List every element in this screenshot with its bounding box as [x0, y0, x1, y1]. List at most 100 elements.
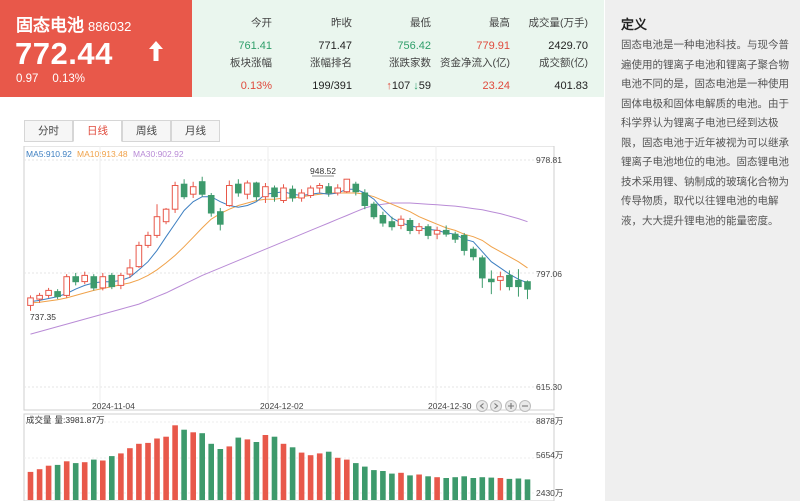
candle [171, 185, 179, 210]
volume-bar [36, 469, 43, 500]
scroll-right-button[interactable] [490, 400, 502, 412]
candle [415, 226, 423, 231]
stock-header: 固态电池 886032 772.44 0.97 0.13% [0, 0, 192, 97]
candle [325, 186, 332, 194]
kline-chart: MA5:910.92 MA10:913.48 MA30:902.92 978.8… [23, 146, 563, 501]
stat-net-inflow: 资金净流入(亿) 23.24 [410, 55, 510, 92]
volume-bar [54, 464, 61, 500]
stat-value: 23.24 [482, 80, 510, 92]
volume-bar [190, 432, 196, 500]
volume-bar [91, 459, 97, 500]
candle [451, 233, 459, 240]
zoom-out-button[interactable] [519, 400, 531, 412]
stock-title: 固态电池 886032 [16, 11, 131, 36]
tab-daily[interactable]: 日线 [73, 120, 122, 142]
volume-bar [488, 477, 495, 500]
candle [36, 294, 43, 300]
volume-bar [226, 446, 233, 500]
volume-bar [100, 460, 106, 500]
stat-volume: 成交量(万手) 2429.70 [488, 15, 589, 52]
stock-price: 772.44 [15, 36, 113, 71]
volume-last: 量:3981.87万 [55, 415, 105, 425]
candle [488, 278, 495, 283]
candle [334, 187, 341, 194]
stat-value: 2429.70 [548, 40, 588, 52]
candle [144, 234, 152, 246]
volume-bar [253, 442, 260, 500]
candle [63, 276, 71, 296]
candle [217, 211, 224, 225]
volume-bar [479, 477, 486, 500]
candle [180, 183, 188, 198]
down-arrow-icon: ↓ [413, 80, 419, 92]
volume-bar [443, 478, 449, 500]
volume-bar [515, 478, 522, 500]
low-annotation: 737.35 [30, 312, 56, 322]
candle [515, 279, 522, 288]
scroll-left-button[interactable] [476, 400, 488, 412]
candle [470, 248, 477, 258]
plus-icon [508, 403, 514, 409]
chevron-left-icon [479, 403, 484, 409]
volume-bar [262, 435, 269, 500]
volume-bar [244, 439, 251, 500]
candle [117, 274, 125, 286]
volume-bar [353, 463, 359, 500]
candle [244, 182, 251, 195]
candle [262, 186, 269, 198]
tab-weekly[interactable]: 周线 [122, 120, 171, 142]
stat-value: 199/391 [312, 80, 352, 92]
candles [27, 176, 531, 311]
stats-panel: 今开 761.41 昨收 771.47 最低 756.42 最高 779.91 … [192, 0, 604, 97]
volume-bar [461, 476, 467, 500]
candle [126, 267, 134, 275]
up-arrow-icon: ↑ [386, 80, 392, 92]
candle [370, 203, 378, 218]
stat-prev-close: 昨收 771.47 [252, 15, 352, 52]
volume-bar [524, 479, 531, 500]
x-tick-label: 2024-11-04 [92, 401, 135, 411]
zoom-in-button[interactable] [505, 400, 517, 412]
candle [316, 185, 323, 189]
volume-legend: 成交量 量:3981.87万 [26, 415, 105, 425]
stat-label: 涨幅排名 [310, 57, 352, 69]
candle [99, 276, 107, 289]
stat-label: 板块涨幅 [230, 57, 272, 69]
volume-bar [497, 478, 504, 500]
volume-bar [235, 437, 242, 500]
stat-value: 0.13% [240, 80, 272, 92]
definition-panel: 定义 固态电池是一种电池科技。与现今普遍使用的锂离子电池和锂离子聚合物电池不同的… [605, 0, 800, 501]
candle [45, 289, 52, 296]
candle [352, 183, 360, 193]
volume-tick-label: 5654万 [536, 450, 563, 460]
tab-monthly[interactable]: 月线 [171, 120, 220, 142]
tab-intraday[interactable]: 分时 [24, 120, 73, 142]
candle [379, 215, 387, 224]
candle [253, 182, 260, 198]
candle [424, 226, 432, 236]
volume-bar [362, 466, 368, 500]
volume-tick-label: 2430万 [536, 488, 563, 498]
candle [506, 274, 513, 288]
volume-bar [316, 453, 323, 500]
volume-tick-label: 8878万 [536, 416, 563, 426]
volume-bar [470, 478, 477, 500]
volume-bar [425, 476, 431, 500]
high-annotation: 948.52 [310, 166, 336, 176]
stat-value: 779.91 [476, 40, 510, 52]
stat-label: 最低 [410, 17, 431, 29]
volume-bar [289, 447, 296, 500]
volume-bar [145, 442, 151, 500]
volume-bar [389, 473, 395, 500]
volume-bar [380, 471, 386, 500]
volume-bar [72, 463, 79, 500]
candle [90, 276, 98, 289]
volume-bar [136, 443, 142, 500]
volume-bar [334, 457, 341, 500]
volume-bar [81, 462, 88, 500]
candle [280, 187, 287, 201]
volume-bar [416, 474, 422, 500]
ma5-legend: MA5:910.92 [26, 149, 72, 159]
volume-bar [344, 459, 350, 500]
stock-name: 固态电池 [16, 16, 84, 35]
